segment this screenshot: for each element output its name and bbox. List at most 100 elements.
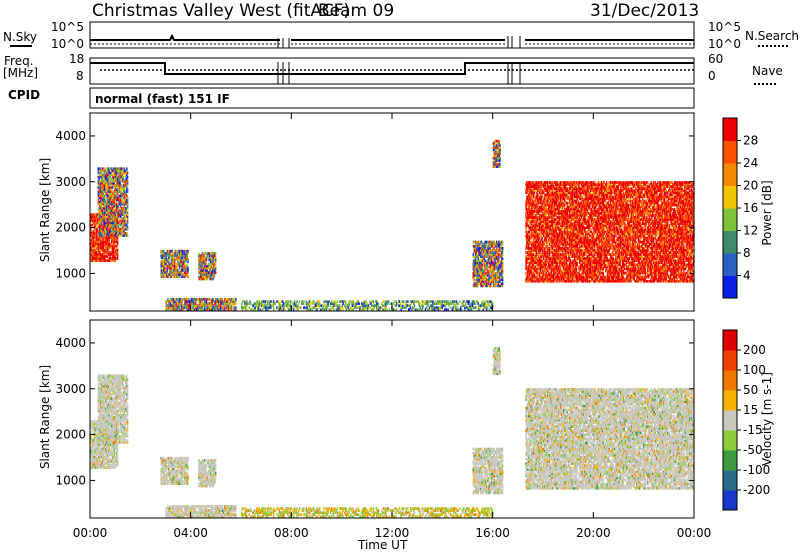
power-echo-cell: [290, 300, 291, 303]
power-echo-cell: [475, 306, 476, 309]
power-echo-cell: [544, 243, 545, 246]
power-echo-cell: [337, 304, 338, 307]
power-echo-cell: [454, 300, 455, 303]
power-echo-cell: [552, 181, 553, 184]
power-echo-cell: [459, 300, 460, 303]
power-echo-cell: [126, 167, 127, 170]
power-echo-cell: [358, 302, 359, 305]
power-echo-cell: [502, 276, 503, 279]
power-echo-cell: [463, 300, 464, 303]
power-echo-cell: [175, 258, 176, 261]
power-echo-cell: [263, 300, 264, 303]
power-echo-cell: [170, 258, 171, 261]
power-echo-cell: [356, 300, 357, 303]
power-echo-cell: [187, 267, 188, 270]
power-echo-cell: [436, 306, 437, 309]
nsky-line: [90, 36, 694, 40]
power-echo-cell: [388, 300, 389, 303]
power-echo-cell: [383, 304, 384, 307]
power-echo-cell: [371, 304, 372, 307]
power-echo-cell: [249, 306, 250, 309]
power-echo-cell: [311, 302, 312, 305]
power-echo-cell: [232, 306, 233, 309]
power-echo-cell: [235, 298, 236, 301]
power-echo-cell: [334, 300, 335, 303]
power-echo-cell: [482, 300, 483, 303]
power-echo-cell: [248, 302, 249, 305]
power-echo-cell: [534, 274, 535, 277]
power-echo-cell: [358, 306, 359, 309]
power-echo-data: [90, 140, 695, 311]
power-echo-cell: [373, 300, 374, 303]
power-echo-cell: [215, 271, 216, 274]
power-echo-cell: [275, 302, 276, 305]
power-echo-cell: [502, 241, 503, 244]
power-echo-cell: [299, 300, 300, 303]
power-echo-cell: [371, 300, 372, 303]
power-echo-cell: [555, 218, 556, 221]
power-echo-cell: [250, 302, 251, 305]
power-echo-cell: [304, 306, 305, 309]
power-echo-cell: [527, 261, 528, 264]
power-echo-cell: [187, 275, 188, 278]
power-echo-cell: [113, 167, 114, 170]
power-echo-cell: [332, 300, 333, 303]
power-echo-cell: [407, 300, 408, 303]
power-echo-cell: [235, 306, 236, 309]
power-echo-cell: [499, 163, 500, 166]
power-echo-cell: [499, 140, 500, 143]
power-echo-cell: [127, 172, 128, 175]
power-echo-cell: [383, 300, 384, 303]
power-echo-cell: [117, 249, 118, 252]
power-echo-cell: [400, 304, 401, 307]
power-echo-cell: [127, 188, 128, 191]
power-echo-cell: [294, 300, 295, 303]
power-echo-cell: [365, 300, 366, 303]
power-echo-cell: [420, 302, 421, 305]
power-echo-cell: [321, 304, 322, 307]
power-echo-cell: [350, 306, 351, 309]
power-echo-cell: [187, 250, 188, 253]
power-echo-cell: [296, 300, 297, 303]
power-echo-cell: [115, 257, 116, 260]
power-echo-cell: [209, 252, 210, 255]
power-echo-cell: [182, 250, 183, 253]
power-echo-cell: [442, 300, 443, 303]
freq-panel-frame: [90, 58, 694, 84]
power-echo-cell: [541, 237, 542, 240]
power-echo-cell: [104, 167, 105, 170]
power-echo-cell: [176, 298, 177, 301]
power-echo-cell: [174, 298, 175, 301]
power-echo-cell: [533, 253, 534, 256]
power-echo-cell: [403, 300, 404, 303]
power-echo-cell: [499, 144, 500, 147]
power-echo-cell: [127, 211, 128, 214]
power-echo-cell: [348, 300, 349, 303]
power-echo-cell: [337, 300, 338, 303]
power-echo-cell: [127, 197, 128, 200]
power-echo-cell: [303, 300, 304, 303]
power-echo-cell: [127, 234, 128, 237]
power-echo-cell: [353, 300, 354, 303]
power-echo-cell: [450, 306, 451, 309]
power-echo-cell: [378, 302, 379, 305]
power-echo-cell: [328, 300, 329, 303]
power-echo-cell: [215, 256, 216, 259]
power-echo-cell: [418, 300, 419, 303]
power-echo-cell: [434, 306, 435, 309]
power-echo-cell: [369, 306, 370, 309]
power-echo-cell: [117, 234, 118, 237]
power-echo-cell: [212, 298, 213, 301]
power-echo-cell: [271, 302, 272, 305]
power-echo-cell: [187, 258, 188, 261]
power-echo-cell: [340, 306, 341, 309]
power-echo-cell: [482, 264, 483, 267]
data-gaps: [278, 36, 520, 84]
power-echo-cell: [288, 300, 289, 303]
power-echo-cell: [435, 300, 436, 303]
cpid-panel-frame: [90, 88, 694, 108]
power-echo-cell: [414, 304, 415, 307]
power-echo-cell: [405, 300, 406, 303]
power-echo-cell: [175, 250, 176, 253]
